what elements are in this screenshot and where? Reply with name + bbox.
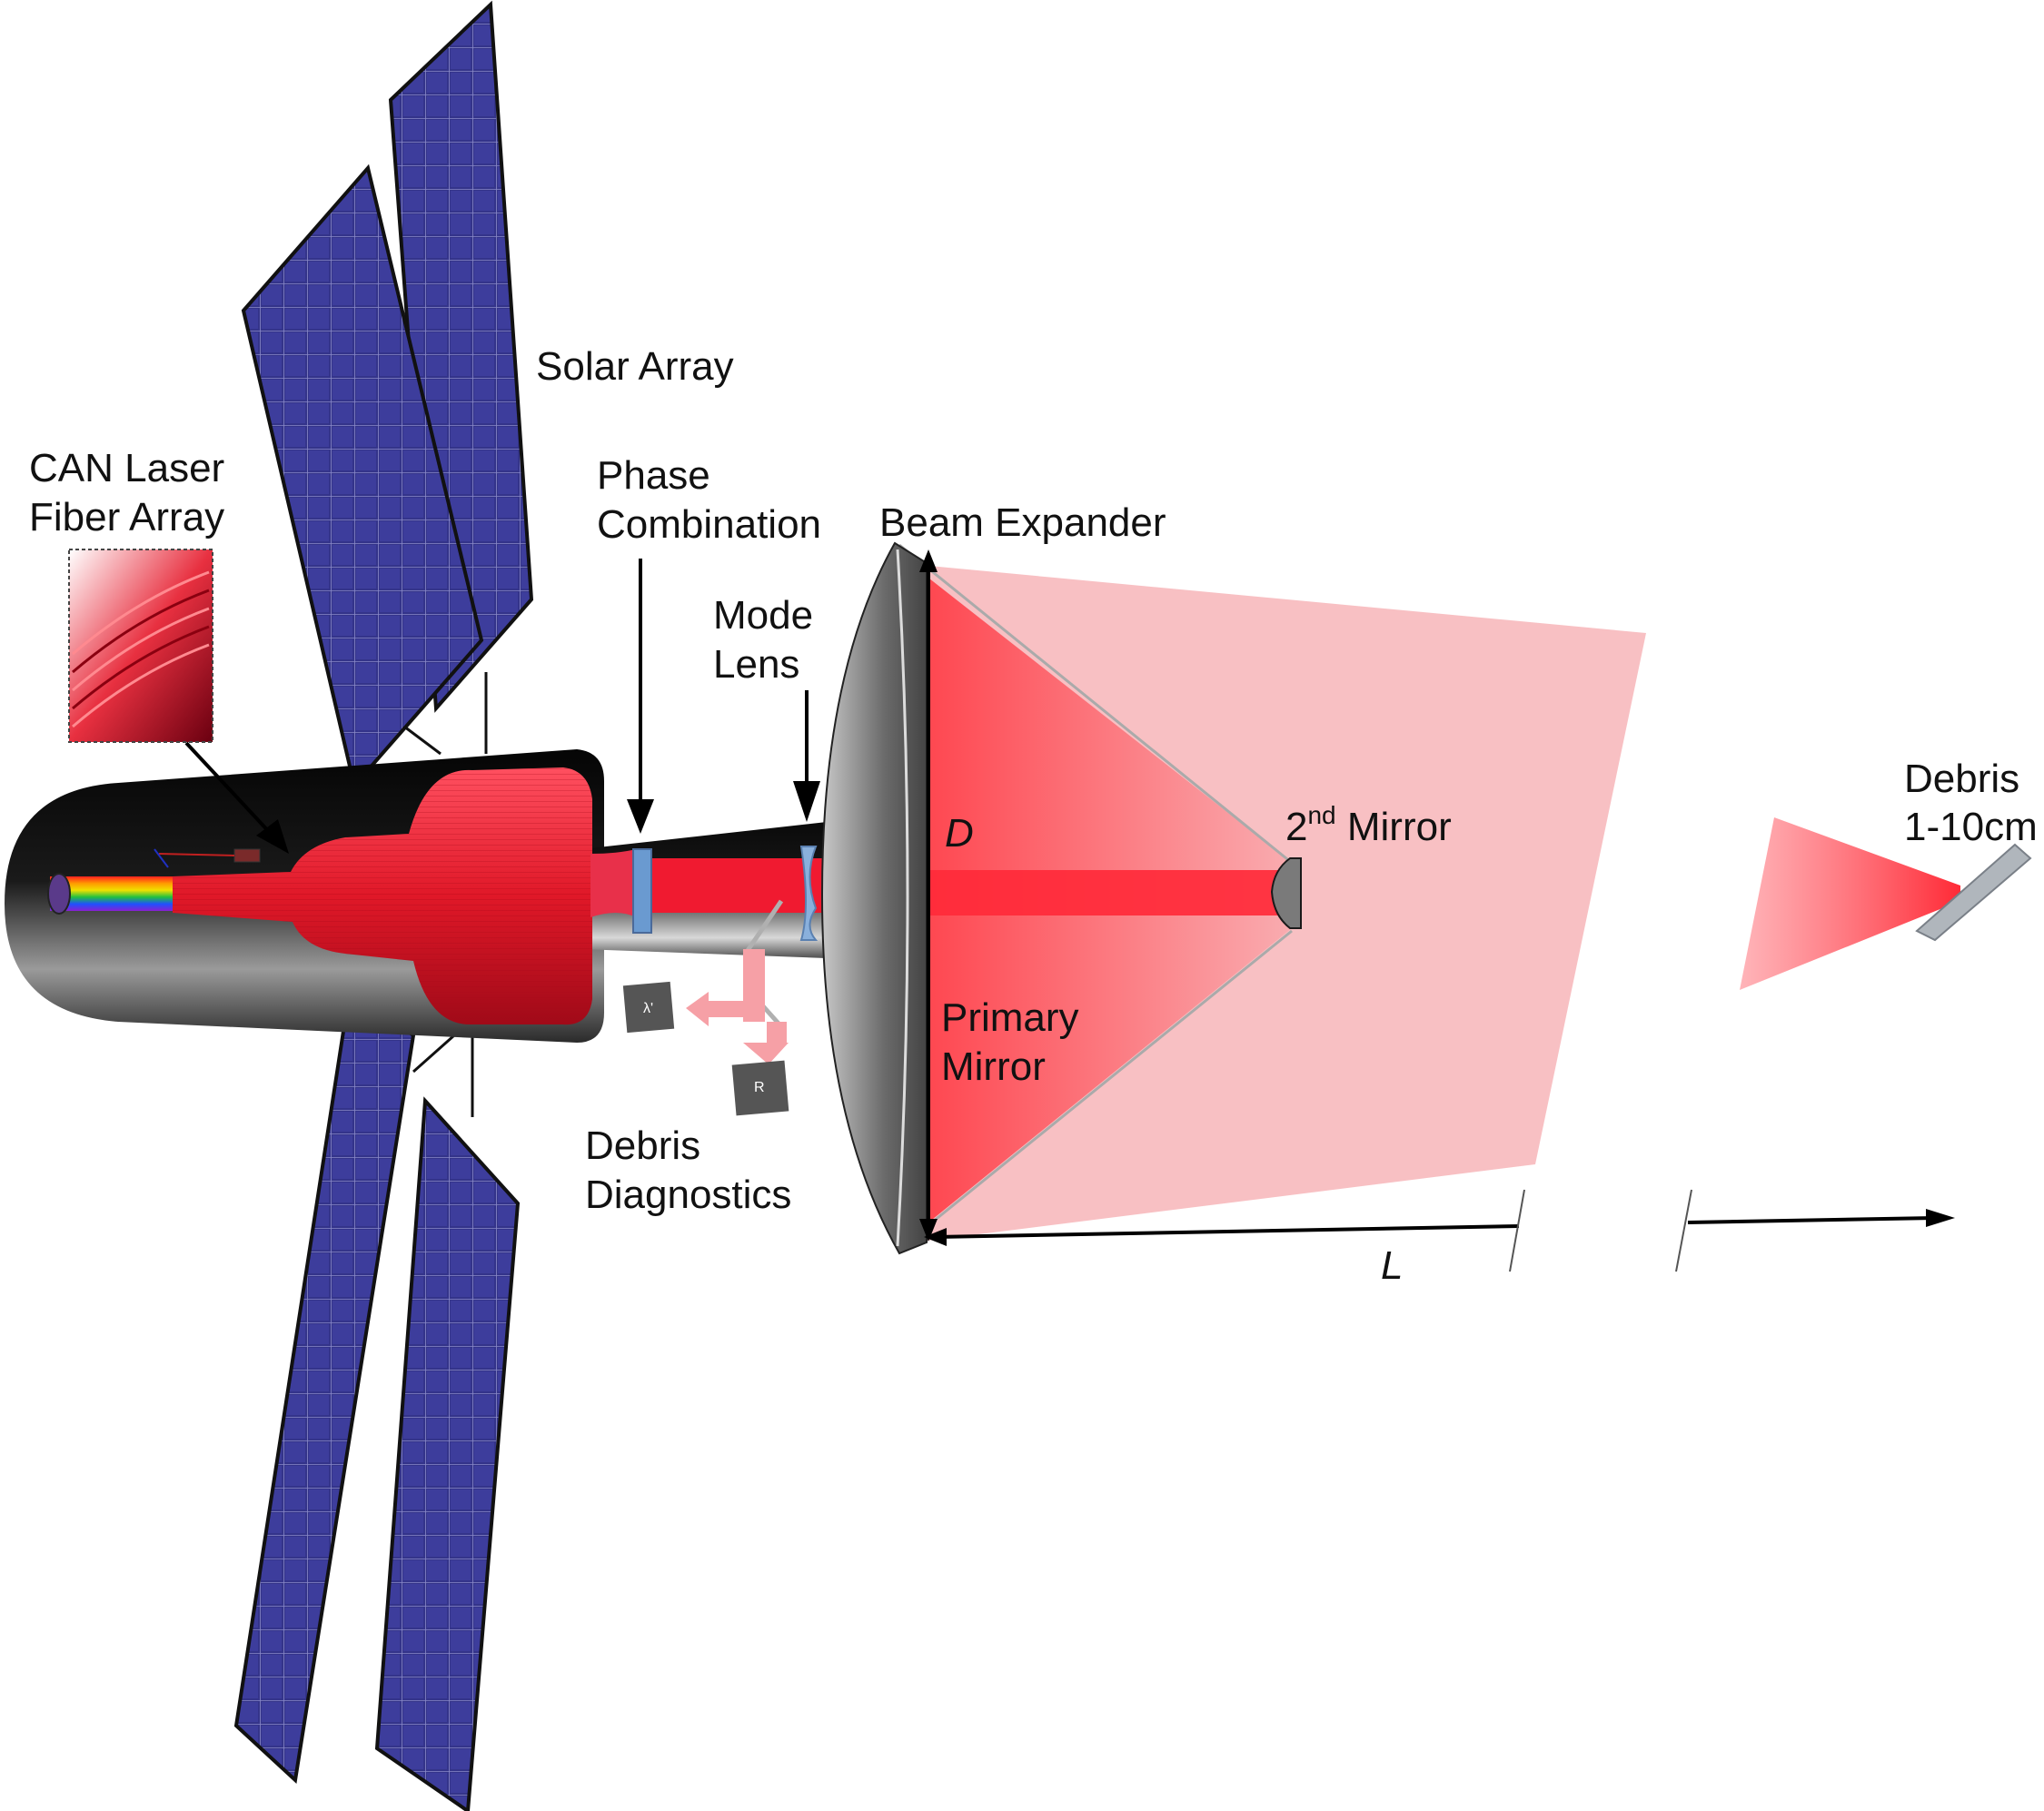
dimension-l-break [1675,1189,1692,1272]
dimension-l-line-right [1687,1216,1936,1224]
cone-edge-lower [898,929,1293,1251]
panel-strut [403,725,442,756]
can-laser-arrow [184,741,289,854]
detector-r-label: R [754,1080,765,1095]
dimension-d-label: D [945,811,974,856]
mode-lens-arrow [793,690,820,822]
phase-combination-label-line1: Phase [597,453,710,498]
laser-diode [233,848,261,863]
dimension-d-arrow-top [919,549,938,572]
rainbow-fibers [50,876,177,911]
dimension-l-arrow-left [924,1228,947,1246]
diagnostic-return-beams [686,949,789,1064]
solar-panel-upper-front [241,163,484,790]
debris-diagnostics-label-line2: Diagnostics [585,1173,791,1217]
phase-combination-plate [632,848,652,934]
debris-diagnostics-label-line1: Debris [585,1123,700,1168]
beam-expander-label: Beam Expander [879,500,1166,545]
diode-beam [154,848,169,868]
solar-array-upper [241,0,534,790]
mode-lens-label-line2: Lens [713,642,799,687]
can-laser-label-line1: CAN Laser [29,446,224,490]
internal-beam [636,858,836,913]
laser-amplifier-texture [173,767,592,1025]
dimension-d-arrow-bottom [919,1219,938,1242]
detector-lambda-label: λ' [643,1001,653,1016]
mode-lens-element [799,846,819,941]
dimension-l-break [1509,1189,1525,1272]
fiber-array-inset [68,549,213,743]
solar-array-label: Solar Array [536,344,734,389]
debris-object [1915,843,2032,942]
diagnostic-detector-r: R [731,1060,789,1116]
phase-combination-label-line2: Combination [597,502,821,547]
diagnostic-detector-lambda: λ' [622,981,675,1034]
primary-mirror-label-line2: Mirror [941,1044,1046,1089]
laser-fiber-array [47,767,636,1025]
phase-combination-arrow [627,559,654,834]
mode-lens-label-line1: Mode [713,593,813,638]
solar-array-lower [233,986,521,1811]
primary-mirror-face [896,549,909,1247]
secondary-mirror [1270,857,1302,929]
second-mirror-label: 2nd Mirror [1285,801,1452,849]
can-laser-label-line2: Fiber Array [29,495,224,539]
panel-strut [412,1034,455,1074]
primary-mirror [820,541,928,1255]
solar-panel-lower-front [374,1096,521,1811]
primary-mirror-label-line1: Primary [941,995,1079,1040]
cone-edge-upper [898,543,1293,865]
diode-beam [158,853,235,856]
dimension-l-arrow-right [1926,1209,1955,1227]
dimension-l-label: L [1381,1243,1403,1288]
central-beam [899,870,1299,915]
debris-beam-cone [1740,817,1960,990]
debris-label-line2: 1-10cm [1904,805,2038,849]
fiber-input-port [47,873,71,915]
dimension-l-line-left [935,1224,1520,1239]
beam-splitter-1 [744,899,784,954]
laser-neck [590,849,636,917]
debris-label-line1: Debris [1904,757,2019,801]
